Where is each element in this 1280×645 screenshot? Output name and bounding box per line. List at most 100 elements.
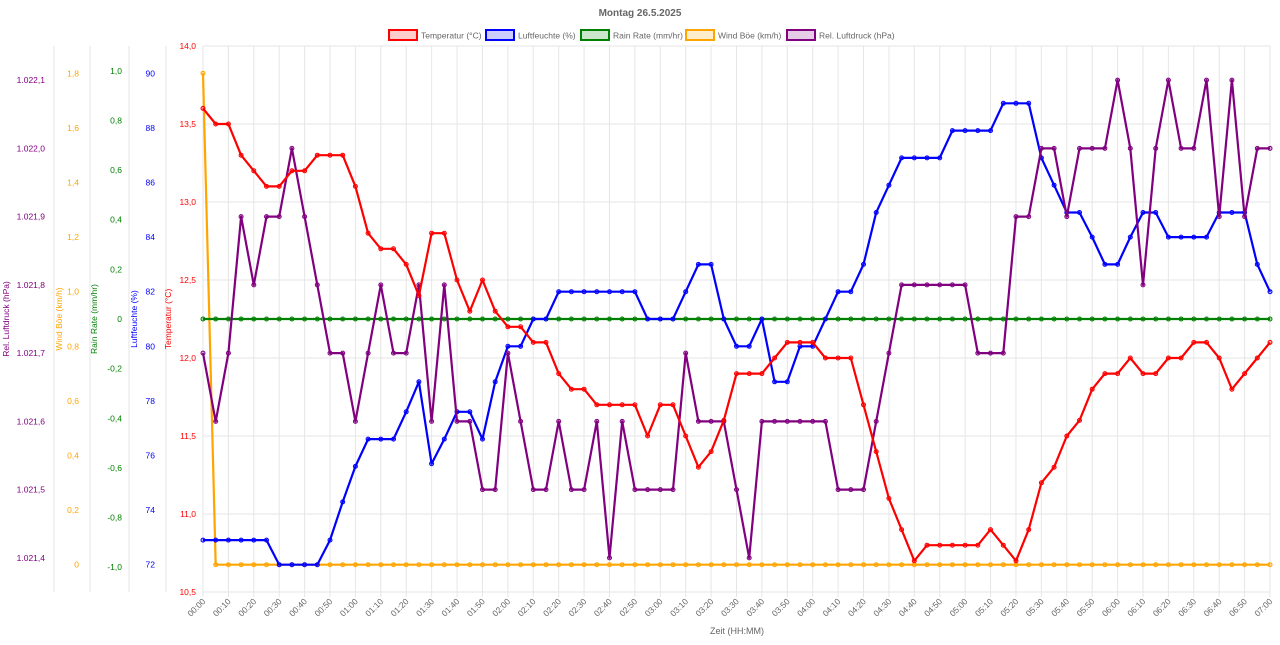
data-point-temp: [607, 402, 612, 408]
data-point-wind: [1051, 562, 1057, 568]
data-point-temp: [784, 339, 790, 345]
data-point-wind: [556, 562, 562, 568]
data-point-temp: [1102, 371, 1108, 377]
data-point-pressure: [759, 418, 765, 424]
series-rain: [200, 316, 1273, 322]
data-point-wind: [1178, 562, 1184, 568]
data-point-wind: [988, 562, 993, 568]
data-point-temp: [302, 168, 308, 174]
data-point-temp: [810, 339, 816, 345]
data-point-humidity: [708, 261, 714, 267]
data-point-rain: [1115, 316, 1121, 322]
data-point-temp: [1178, 355, 1184, 361]
y-tick-label-temp: 12,5: [179, 275, 196, 285]
data-point-wind: [1127, 562, 1133, 568]
data-point-pressure: [365, 350, 371, 356]
data-point-pressure: [1115, 77, 1121, 83]
y-tick-label-humidity: 72: [146, 560, 156, 570]
data-point-temp: [454, 277, 460, 283]
x-tick-label: 01:30: [414, 596, 436, 618]
data-point-temp: [1089, 386, 1095, 392]
data-point-pressure: [1204, 77, 1209, 83]
data-point-temp: [505, 324, 511, 330]
y-tick-label-rain: -0,2: [107, 364, 122, 374]
data-point-humidity: [607, 289, 612, 295]
data-point-pressure: [594, 418, 600, 424]
data-point-temp: [759, 371, 765, 377]
data-point-humidity: [1191, 234, 1197, 240]
x-tick-label: 06:30: [1176, 596, 1198, 618]
x-tick-label: 04:30: [871, 596, 893, 618]
data-point-rain: [1216, 316, 1222, 322]
data-point-temp: [365, 230, 371, 236]
data-point-humidity: [1140, 210, 1146, 215]
data-point-humidity: [302, 562, 308, 568]
data-point-pressure: [1102, 145, 1108, 151]
grid: [202, 45, 1271, 597]
data-point-rain: [848, 316, 854, 322]
data-point-humidity: [1026, 100, 1032, 106]
data-point-pressure: [1254, 145, 1260, 151]
data-point-temp: [492, 308, 498, 314]
y-tick-label-rain: 1,0: [110, 66, 122, 76]
data-point-pressure: [632, 487, 638, 493]
y-tick-label-rain: 0,4: [110, 215, 122, 225]
data-point-temp: [200, 105, 206, 111]
data-point-temp: [1216, 355, 1222, 361]
data-point-humidity: [1000, 100, 1006, 106]
x-tick-label: 04:40: [897, 596, 919, 618]
data-point-humidity: [289, 562, 295, 568]
data-point-wind: [416, 562, 422, 568]
data-point-temp: [289, 168, 295, 174]
data-point-rain: [454, 316, 460, 322]
data-point-temp: [1153, 371, 1159, 377]
data-point-wind: [1254, 562, 1260, 568]
data-point-temp: [949, 542, 955, 548]
data-point-wind: [759, 562, 765, 568]
data-point-humidity: [327, 537, 333, 543]
data-point-pressure: [441, 282, 447, 288]
data-point-humidity: [391, 436, 396, 442]
data-point-humidity: [543, 316, 549, 322]
data-point-rain: [327, 316, 333, 322]
data-point-pressure: [467, 418, 473, 424]
data-point-rain: [1242, 316, 1248, 322]
data-point-rain: [276, 316, 282, 322]
data-point-wind: [264, 562, 269, 568]
data-point-humidity: [480, 436, 485, 442]
data-point-pressure: [314, 282, 320, 288]
data-point-rain: [683, 316, 689, 322]
y-tick-label-humidity: 88: [146, 123, 156, 133]
data-point-humidity: [873, 210, 879, 215]
data-point-rain: [1229, 316, 1235, 322]
data-point-pressure: [975, 350, 981, 356]
data-point-pressure: [340, 350, 346, 356]
data-point-temp: [619, 402, 625, 408]
data-point-pressure: [657, 487, 663, 493]
x-tick-label: 02:10: [516, 596, 538, 618]
data-point-rain: [556, 316, 562, 322]
y-tick-label-rain: 0: [117, 314, 122, 324]
data-point-rain: [746, 316, 752, 322]
data-point-temp: [937, 542, 943, 548]
data-point-wind: [937, 562, 943, 568]
data-point-wind: [568, 562, 574, 568]
y-tick-label-pressure: 1.021,8: [17, 280, 46, 290]
data-point-humidity: [314, 562, 320, 568]
data-point-humidity: [251, 537, 257, 543]
data-point-wind: [251, 562, 257, 568]
data-point-humidity: [734, 343, 739, 349]
data-point-rain: [340, 316, 346, 322]
x-tick-label: 02:20: [541, 596, 563, 618]
data-point-humidity: [429, 461, 435, 467]
series-group: [200, 70, 1273, 568]
data-point-rain: [962, 316, 968, 322]
data-point-humidity: [1115, 261, 1121, 267]
data-point-humidity: [975, 128, 981, 134]
data-point-humidity: [200, 537, 206, 543]
data-point-pressure: [607, 555, 612, 561]
data-point-rain: [378, 316, 384, 322]
x-tick-label: 04:50: [922, 596, 944, 618]
data-point-pressure: [213, 418, 219, 424]
legend-label: Temperatur (°C): [421, 31, 482, 41]
